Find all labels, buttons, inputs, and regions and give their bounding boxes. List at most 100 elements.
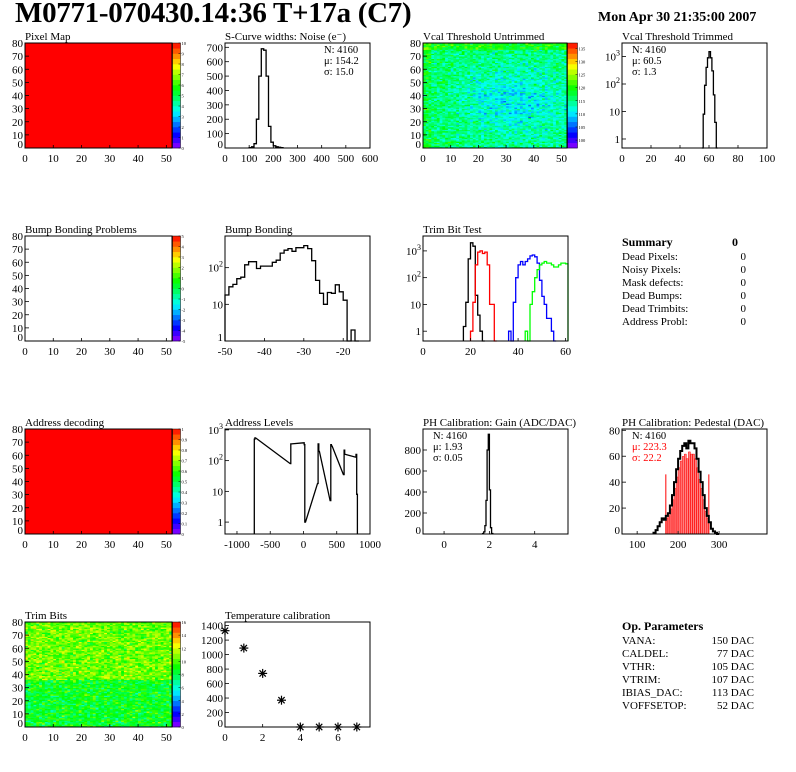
heatmap-cell xyxy=(25,667,29,670)
heatmap-cell xyxy=(428,102,432,104)
heatmap-cell xyxy=(522,133,526,136)
histogram-series xyxy=(253,437,359,534)
heatmap-cell xyxy=(514,83,518,86)
heatmap-cell xyxy=(528,108,532,111)
heatmap-cell xyxy=(25,645,29,648)
heatmap-cell xyxy=(492,103,496,105)
heatmap-cell xyxy=(511,49,515,52)
heatmap-cell xyxy=(428,108,432,111)
heatmap-cell xyxy=(453,98,457,100)
heatmap-cell xyxy=(495,75,499,78)
heatmap-cell xyxy=(467,60,471,62)
heatmap-cell xyxy=(495,136,499,138)
heatmap-cell xyxy=(456,115,460,117)
heatmap-cell xyxy=(558,134,562,137)
heatmap-cell xyxy=(533,91,537,94)
heatmap-cell xyxy=(434,91,438,94)
heatmap-cell xyxy=(511,117,515,120)
heatmap-cell xyxy=(539,120,543,123)
heatmap-cell xyxy=(495,61,499,63)
heatmap-cell xyxy=(555,54,559,57)
heatmap-cell xyxy=(456,144,460,146)
heatmap-cell xyxy=(511,134,515,137)
heatmap-cell xyxy=(564,65,568,67)
heatmap-cell xyxy=(547,123,551,125)
heatmap-cell xyxy=(450,138,454,141)
heatmap-cell xyxy=(450,64,454,66)
heatmap-cell xyxy=(461,138,465,141)
heatmap-cell xyxy=(439,98,443,100)
heatmap-cell xyxy=(25,724,29,726)
heatmap-cell xyxy=(544,100,548,103)
heatmap-cell xyxy=(533,77,537,79)
heatmap-cell xyxy=(434,61,438,63)
heatmap-cell xyxy=(495,98,499,100)
heatmap-cell xyxy=(478,112,482,115)
chart-title: Bump Bonding Problems xyxy=(25,224,137,236)
heatmap-cell xyxy=(517,88,521,91)
heatmap-cell xyxy=(450,83,454,86)
heatmap-cell xyxy=(25,682,29,684)
heatmap-cell xyxy=(506,86,510,88)
heatmap-cell xyxy=(464,116,468,119)
heatmap-cell xyxy=(472,146,476,149)
heatmap-cell xyxy=(27,670,31,673)
heatmap-cell xyxy=(492,44,496,46)
heatmap-cell xyxy=(434,107,438,109)
heatmap-cell xyxy=(475,141,479,144)
plot-frame xyxy=(224,428,371,535)
heatmap-cell xyxy=(461,81,465,83)
heatmap-cell xyxy=(450,77,454,79)
heatmap-cell xyxy=(423,134,427,137)
heatmap-cell xyxy=(428,75,432,78)
heatmap-cell xyxy=(500,106,504,108)
heatmap-cell xyxy=(423,96,427,99)
heatmap-cell xyxy=(506,128,510,130)
heatmap-cell xyxy=(558,119,562,121)
heatmap-cell xyxy=(522,86,526,88)
heatmap-cell xyxy=(500,58,504,61)
heatmap-cell xyxy=(475,142,479,145)
heatmap-cell xyxy=(470,56,474,58)
heatmap-cell xyxy=(431,134,435,137)
heatmap-cell xyxy=(533,96,537,99)
heatmap-cell xyxy=(25,669,29,671)
heatmap-cell xyxy=(564,136,568,138)
heatmap-cell xyxy=(447,133,451,136)
heatmap-cell xyxy=(553,88,557,91)
heatmap-cell xyxy=(483,46,487,49)
heatmap-cell xyxy=(483,48,487,50)
heatmap-cell xyxy=(456,50,460,53)
heatmap-cell xyxy=(547,53,551,56)
heatmap-cell xyxy=(489,113,493,116)
heatmap-cell xyxy=(442,145,446,147)
heatmap-cell xyxy=(483,45,487,48)
heatmap-cell xyxy=(506,108,510,111)
heatmap-cell xyxy=(478,125,482,128)
heatmap-cell xyxy=(425,82,429,84)
heatmap-cell xyxy=(489,146,493,149)
heatmap-cell xyxy=(434,66,438,69)
heatmap-cell xyxy=(447,52,451,54)
heatmap-cell xyxy=(558,56,562,58)
heatmap-cell xyxy=(436,111,440,113)
heatmap-cell xyxy=(439,86,443,88)
colorbar-label: 120 xyxy=(579,86,587,91)
heatmap-cell xyxy=(461,146,465,149)
heatmap-cell xyxy=(486,125,490,128)
heatmap-cell xyxy=(519,44,523,46)
heatmap-cell xyxy=(27,725,31,728)
heatmap-cell xyxy=(550,88,554,91)
heatmap-cell xyxy=(456,69,460,71)
heatmap-cell xyxy=(519,78,523,81)
heatmap-cell xyxy=(481,75,485,78)
heatmap-cell xyxy=(553,57,557,60)
heatmap-cell xyxy=(459,137,463,140)
heatmap-cell xyxy=(519,70,523,73)
heatmap-cell xyxy=(483,77,487,79)
heatmap-cell xyxy=(461,69,465,71)
heatmap-cell xyxy=(27,662,31,665)
heatmap-cell xyxy=(425,123,429,125)
heatmap-cell xyxy=(525,95,529,98)
